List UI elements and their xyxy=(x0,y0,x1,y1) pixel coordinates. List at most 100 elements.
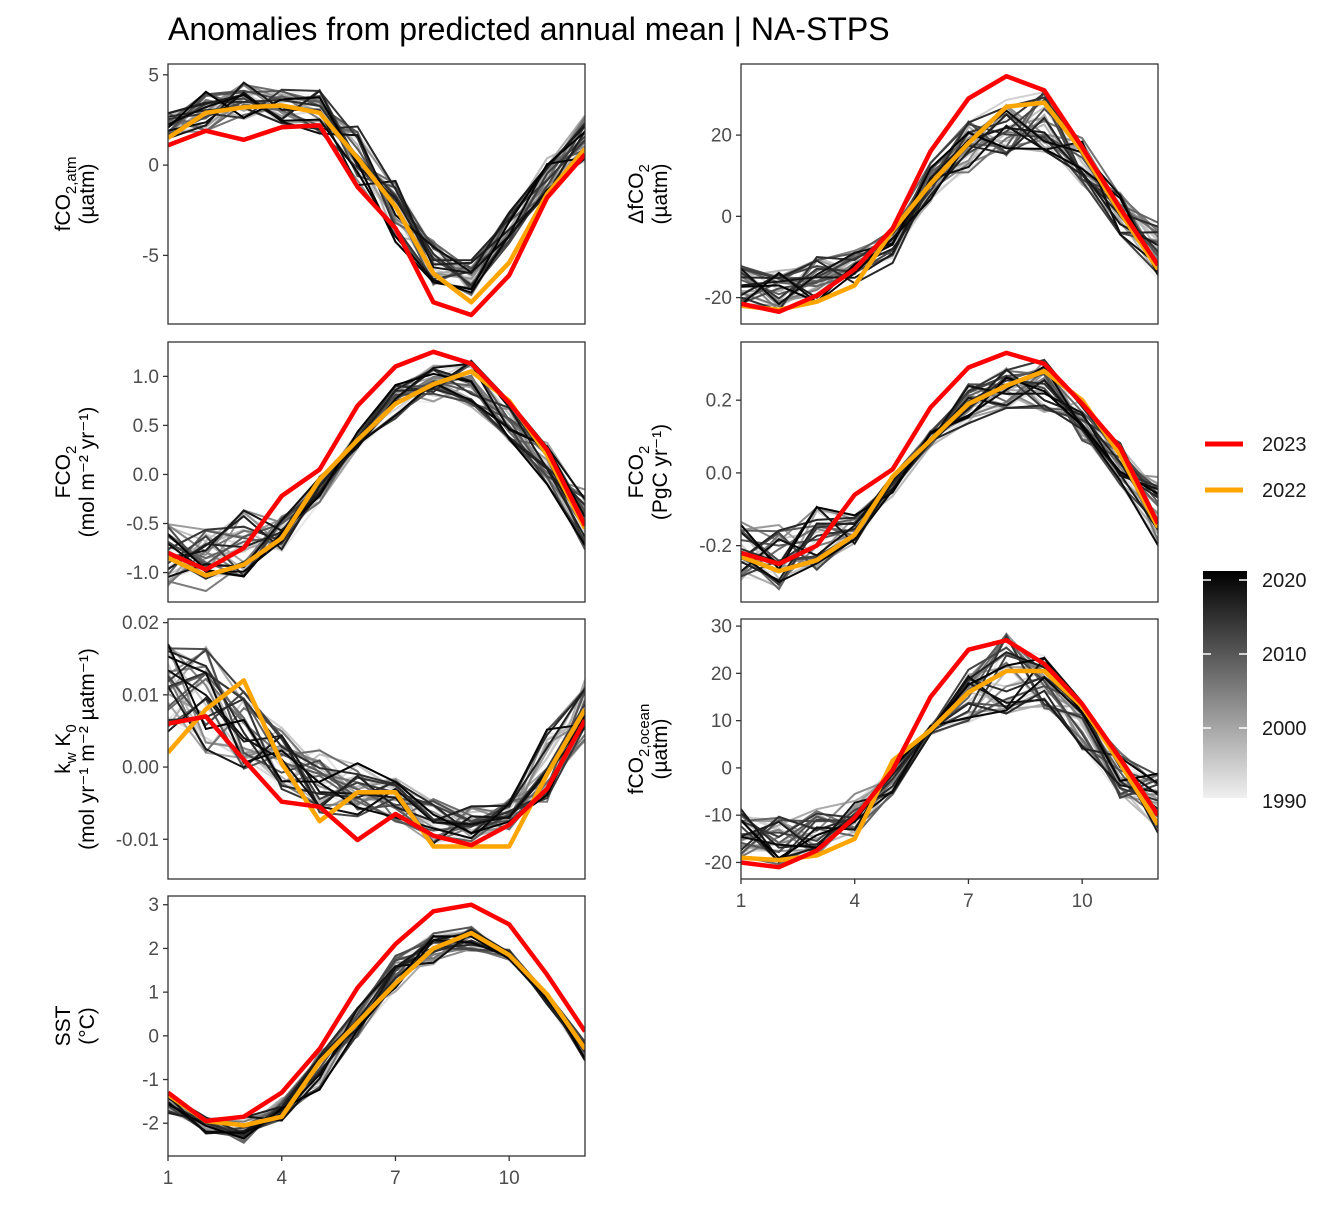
y-tick-label: 1 xyxy=(148,983,159,1004)
year-line-2018 xyxy=(168,360,585,561)
y-tick-label: 20 xyxy=(711,126,732,147)
panel-kw_k0: 0.02 0.01 0.00 -0.01 kw K0(mol yr⁻¹ m⁻² µatm… xyxy=(52,613,586,880)
year-line-2020 xyxy=(168,381,585,573)
chart-title: Anomalies from predicted annual mean | N… xyxy=(168,11,890,47)
panel-fco2_atm: 5 0 -5 fCO2,atm(µatm) xyxy=(52,63,586,325)
year-line-2002 xyxy=(168,363,585,577)
series-line-2023 xyxy=(168,902,585,1124)
year-line-1996 xyxy=(741,105,1158,304)
y-axis-label-line1: ΔfCO2 xyxy=(625,164,653,224)
year-line-2021 xyxy=(168,90,585,291)
panels: 50-5fCO2,atm(µatm)200-20ΔfCO2(µatm)1.00.… xyxy=(52,63,1159,1189)
y-tick-label: 0.2 xyxy=(706,391,732,412)
x-tick-label: 1 xyxy=(736,891,747,912)
panel-fco2_ocean: 30 20 10 0 -10 -201 4 7 10 fCO2,ocean(µatm) xyxy=(625,617,1159,912)
x-tick-label: 4 xyxy=(276,1168,287,1189)
y-tick-label: -0.2 xyxy=(699,536,732,557)
y-axis-label-main: ΔfCO xyxy=(625,172,648,223)
y-axis-label-main: k xyxy=(52,763,75,774)
y-axis-label-main: SST xyxy=(52,1005,75,1046)
year-line-2014 xyxy=(741,358,1158,587)
y-axis-label-line1: FCO2 xyxy=(52,446,80,499)
y-tick-label: -0.5 xyxy=(126,514,159,535)
year-line-2021 xyxy=(741,376,1158,571)
year-line-2011 xyxy=(741,372,1158,562)
panel-border xyxy=(167,63,586,325)
y-axis-label-line2: (mol m⁻² yr⁻¹) xyxy=(76,407,99,538)
y-axis-label-line2: (mol yr⁻¹ m⁻² µatm⁻¹) xyxy=(76,648,99,850)
series-line-2023 xyxy=(741,73,1158,315)
y-axis-label-line2: (µatm) xyxy=(76,163,99,224)
panel-fco2_flux_total: 0.2 0.0 -0.2 FCO2(PgC yr⁻¹) xyxy=(625,341,1159,603)
y-axis-label: fCO2,ocean(µatm) xyxy=(625,704,672,795)
y-tick-label: 0.5 xyxy=(133,416,159,437)
y-axis-label-sub2: 0 xyxy=(63,724,80,732)
y-axis-label-line1: fCO2,ocean xyxy=(625,704,653,795)
y-tick-label: 0 xyxy=(148,156,159,177)
y-tick-label: -10 xyxy=(705,806,732,827)
y-axis-label-sub: w xyxy=(63,752,80,764)
panel-border xyxy=(740,63,1159,325)
y-tick-label: 0 xyxy=(721,207,732,228)
year-line-2001 xyxy=(168,96,585,285)
year-line-2018 xyxy=(741,126,1158,287)
y-axis-label-main: fCO xyxy=(52,194,75,231)
y-tick-label: 3 xyxy=(148,895,159,916)
year-line-2012 xyxy=(168,947,585,1139)
y-axis-label-sub: 2 xyxy=(636,164,653,172)
year-line-2012 xyxy=(741,375,1158,572)
y-tick-label: 0 xyxy=(148,1026,159,1047)
y-axis-label-line1: kw K0 xyxy=(52,724,80,774)
y-tick-label: -20 xyxy=(705,853,732,874)
year-line-1990 xyxy=(168,924,585,1131)
year-line-1994 xyxy=(168,932,585,1120)
panel-lines xyxy=(168,349,585,593)
y-axis-label-line2: (µatm) xyxy=(649,163,672,224)
legend-label-2023: 2023 xyxy=(1262,434,1307,456)
legend-label-2022: 2022 xyxy=(1262,480,1307,502)
panel-lines xyxy=(741,632,1158,870)
year-line-2021 xyxy=(741,656,1158,860)
series-line-2023 xyxy=(741,350,1158,567)
y-axis-label: fCO2,atm(µatm) xyxy=(52,157,99,232)
panel-lines xyxy=(168,81,585,318)
series-line-2022 xyxy=(168,103,585,305)
y-tick-label: 10 xyxy=(711,711,732,732)
year-line-2016 xyxy=(741,689,1158,849)
panel-lines xyxy=(741,350,1158,591)
x-tick-label: 7 xyxy=(390,1168,401,1189)
y-tick-label: 0.02 xyxy=(122,613,159,634)
panel-border xyxy=(167,618,586,880)
year-line-2020 xyxy=(741,676,1158,849)
y-tick-label: 0.00 xyxy=(122,758,159,779)
colorbar xyxy=(1203,571,1247,798)
y-axis-label-line2: (PgC yr⁻¹) xyxy=(649,424,672,520)
panel-lines xyxy=(168,902,585,1144)
x-tick-label: 7 xyxy=(963,891,974,912)
x-tick-label: 4 xyxy=(849,891,860,912)
y-tick-label: 2 xyxy=(148,939,159,960)
y-axis-label-line1: FCO2 xyxy=(625,446,653,499)
year-line-1995 xyxy=(168,929,585,1131)
y-tick-label: -0.01 xyxy=(116,830,159,851)
y-axis-label-line2: (°C) xyxy=(76,1007,99,1045)
y-axis-label: SST (°C) xyxy=(52,1005,99,1046)
year-line-1993 xyxy=(741,379,1158,570)
series-line-2023 xyxy=(168,349,585,572)
year-line-2017 xyxy=(168,368,585,570)
y-tick-label: 0.0 xyxy=(706,463,732,484)
y-tick-label: 30 xyxy=(711,617,732,638)
year-line-2020 xyxy=(168,655,585,840)
year-line-1997 xyxy=(168,361,585,560)
y-axis-label: FCO2(PgC yr⁻¹) xyxy=(625,424,672,520)
series-line-2023 xyxy=(168,123,585,318)
year-line-1993 xyxy=(168,930,585,1122)
y-axis-label-line2: (µatm) xyxy=(649,718,672,779)
panel-fco2_flux_areal: 1.0 0.5 0.0 -0.5 -1.0 FCO2(mol m⁻² yr⁻¹) xyxy=(52,341,586,603)
series-line-2023 xyxy=(168,714,585,848)
panel-lines xyxy=(741,73,1158,315)
panel-delta_fco2: 20 0 -20 ΔfCO2(µatm) xyxy=(625,63,1159,325)
series-line-2023 xyxy=(741,638,1158,870)
year-line-2019 xyxy=(168,669,585,826)
